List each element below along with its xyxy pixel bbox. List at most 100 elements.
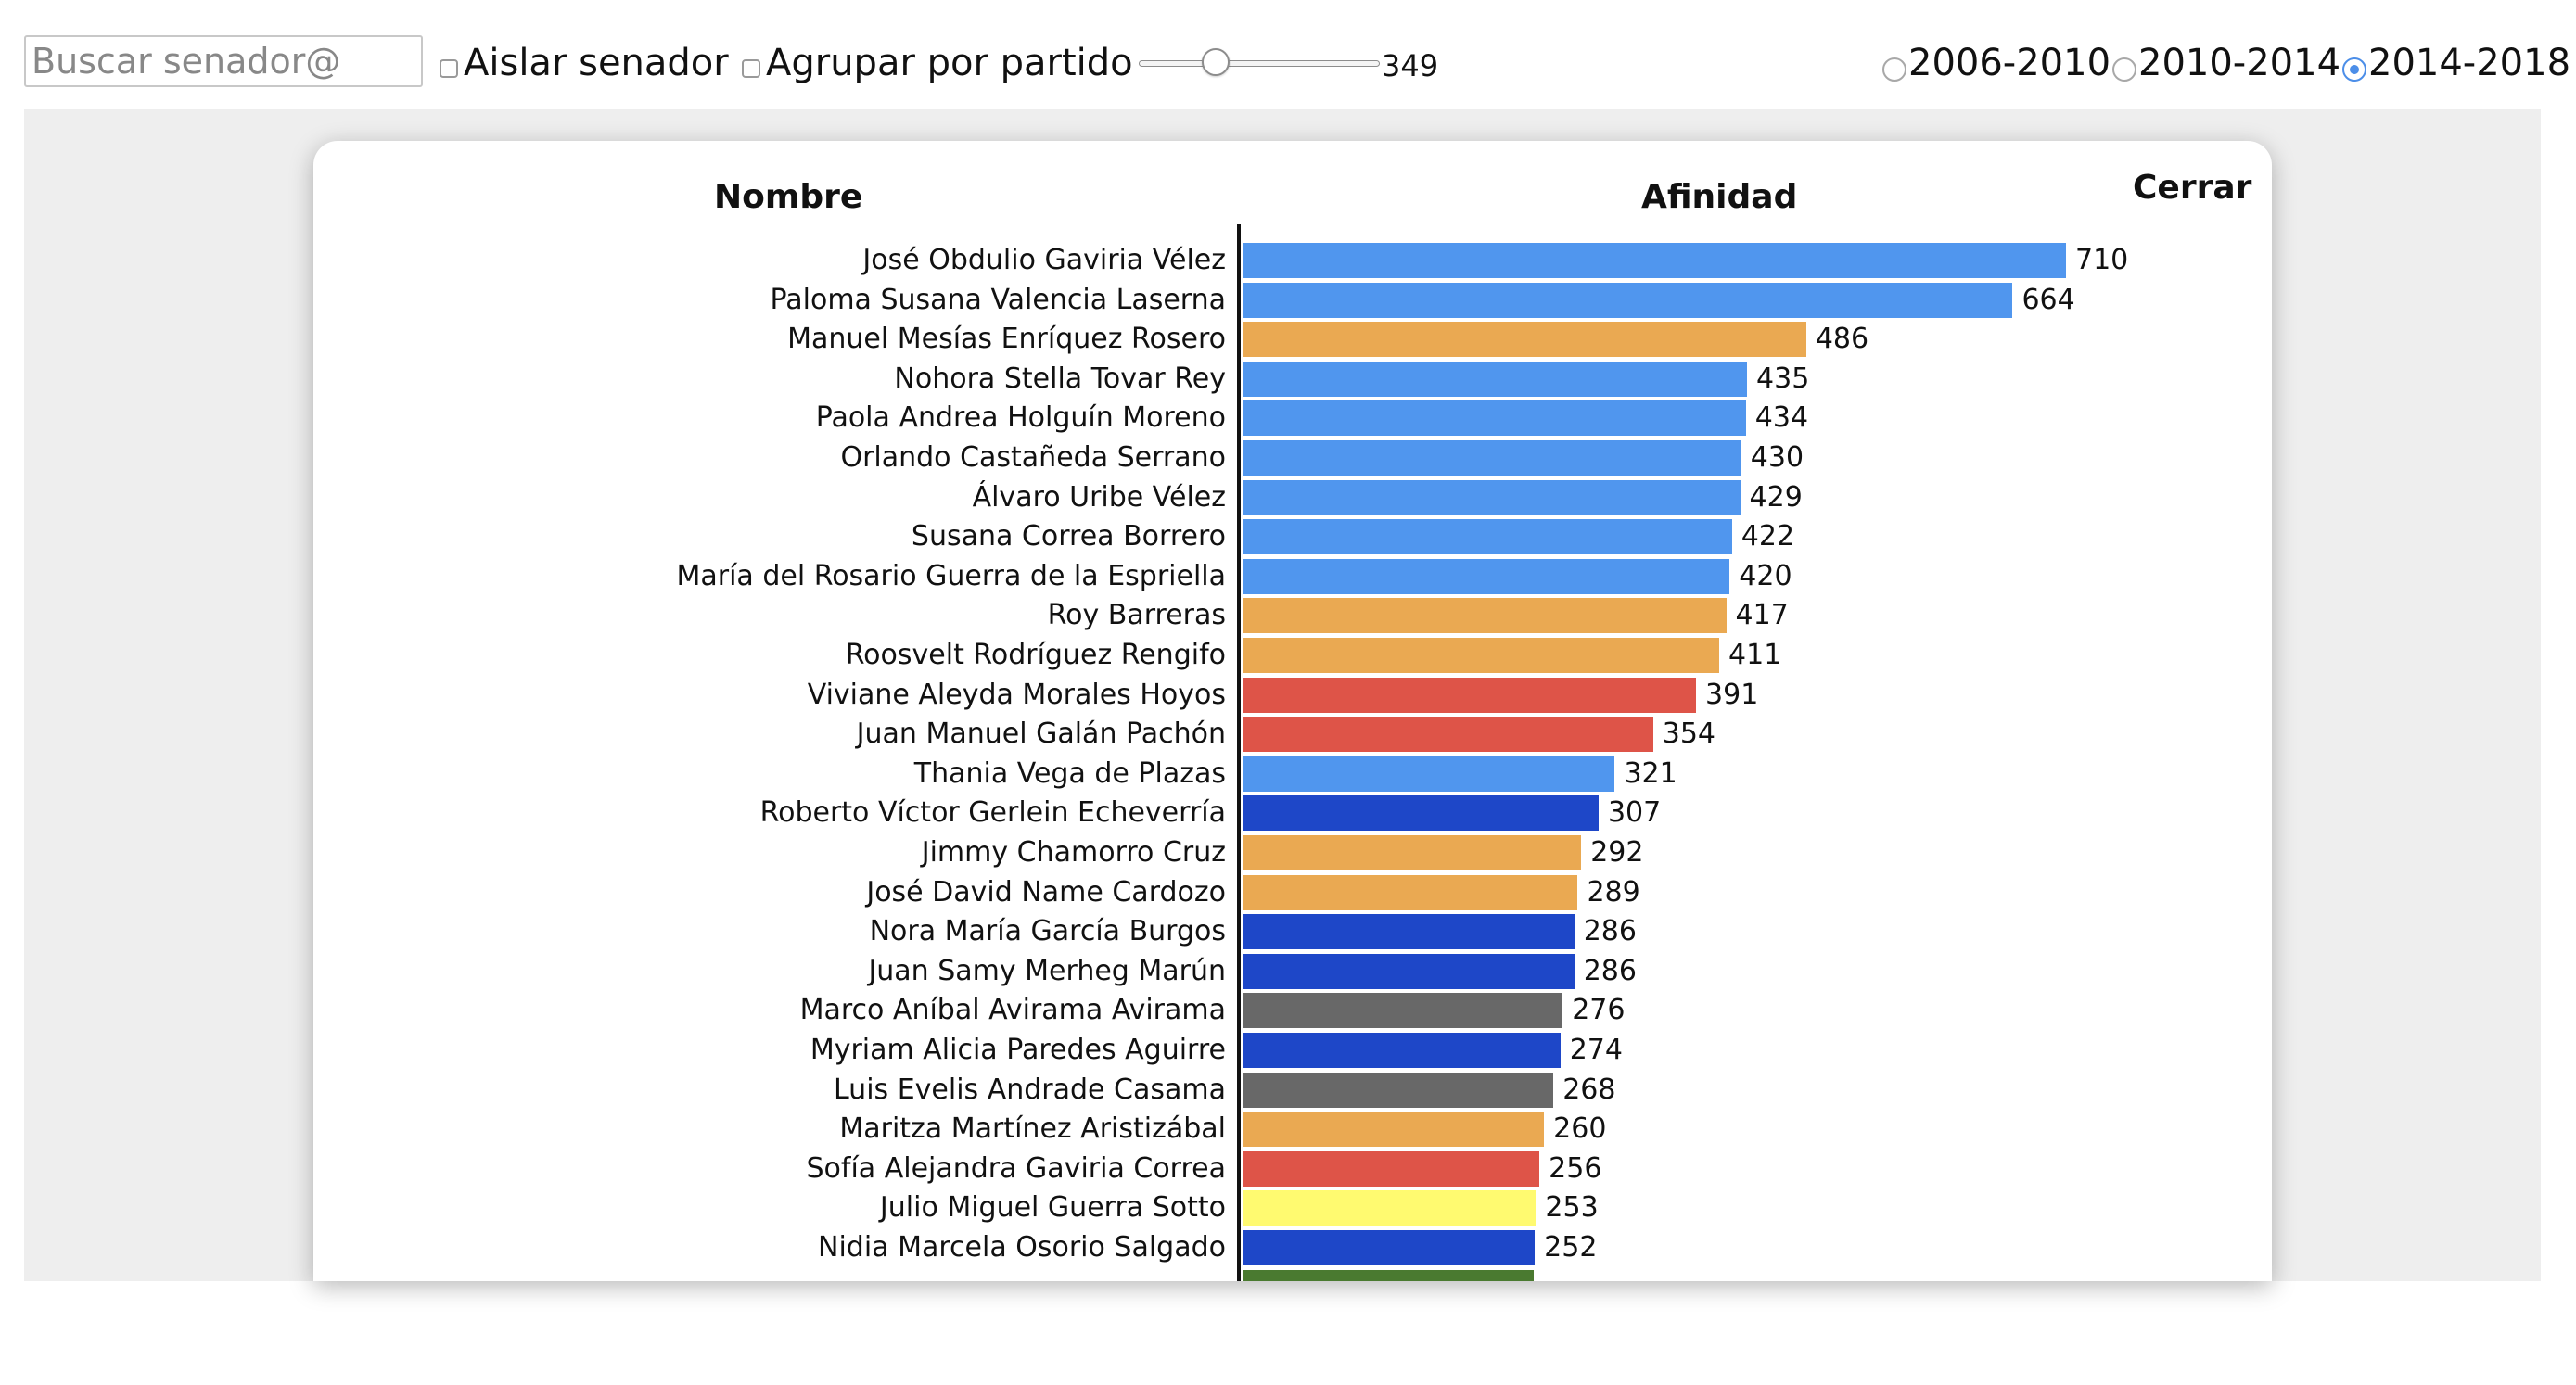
affinity-bar[interactable] — [1243, 1112, 1545, 1148]
senator-row[interactable]: Maritza Martínez Aristizábal 260 — [313, 1110, 2272, 1150]
affinity-value: 252 — [1544, 1231, 1598, 1264]
affinity-bar[interactable] — [1243, 717, 1653, 753]
senator-row[interactable]: José Obdulio Gaviria Vélez 710 — [313, 241, 2272, 281]
senator-row[interactable]: Manuel Mesías Enríquez Rosero 486 — [313, 320, 2272, 360]
senator-name: Nora María García Burgos — [869, 915, 1226, 948]
affinity-value: 435 — [1756, 362, 1810, 395]
period-option-2014-2018[interactable]: 2014-2018 — [2342, 37, 2570, 89]
affinity-value: 292 — [1590, 836, 1644, 869]
affinity-bar[interactable] — [1243, 558, 1730, 594]
senator-row[interactable]: Viviane Aleyda Morales Hoyos 391 — [313, 676, 2272, 716]
slider-thumb[interactable] — [1201, 48, 1230, 76]
senator-row[interactable]: Álvaro Uribe Vélez 429 — [313, 478, 2272, 518]
period-radio-2010-2014[interactable] — [2112, 57, 2136, 82]
period-label-2006-2010: 2006-2010 — [1908, 42, 2111, 84]
senator-row[interactable]: María del Rosario Guerra de la Espriella… — [313, 557, 2272, 597]
senator-name: Roosvelt Rodríguez Rengifo — [845, 639, 1226, 671]
period-option-2010-2014[interactable]: 2010-2014 — [2112, 37, 2340, 89]
affinity-bar[interactable] — [1243, 756, 1615, 792]
affinity-value: 307 — [1607, 796, 1662, 830]
affinity-bar[interactable] — [1243, 1150, 1540, 1187]
senator-row[interactable] — [313, 1268, 2272, 1281]
senator-row[interactable]: Nohora Stella Tovar Rey 435 — [313, 360, 2272, 400]
affinity-bar[interactable] — [1243, 1230, 1536, 1265]
senator-row[interactable]: Nora María García Burgos 286 — [313, 912, 2272, 952]
affinity-bar[interactable] — [1243, 1269, 1534, 1281]
affinity-bar[interactable] — [1243, 1072, 1554, 1108]
affinity-bar[interactable] — [1243, 677, 1697, 713]
period-option-2006-2010[interactable]: 2006-2010 — [1882, 37, 2111, 89]
senator-row[interactable]: Roosvelt Rodríguez Rengifo 411 — [313, 636, 2272, 676]
affinity-column-header: Afinidad — [1641, 178, 1798, 216]
affinity-bar[interactable] — [1243, 638, 1720, 673]
senator-name: Orlando Castañeda Serrano — [840, 441, 1226, 474]
senator-row[interactable]: Sofía Alejandra Gaviria Correa 256 — [313, 1150, 2272, 1189]
senator-row[interactable]: Jimmy Chamorro Cruz 292 — [313, 833, 2272, 873]
senator-row[interactable]: Myriam Alicia Paredes Aguirre 274 — [313, 1031, 2272, 1071]
senator-name: Paloma Susana Valencia Laserna — [770, 283, 1226, 316]
affinity-bar[interactable] — [1243, 874, 1578, 910]
senator-name: Juan Manuel Galán Pachón — [856, 718, 1226, 751]
affinity-value: 486 — [1815, 323, 1869, 356]
senator-name: Jimmy Chamorro Cruz — [921, 836, 1226, 869]
affinity-value: 422 — [1741, 520, 1795, 553]
slider-track[interactable] — [1139, 60, 1380, 67]
affinity-bar[interactable] — [1243, 361, 1748, 397]
axis-line — [1237, 224, 1241, 1281]
affinity-bar[interactable] — [1243, 1033, 1561, 1068]
senator-name: Juan Samy Merheg Marún — [868, 954, 1226, 987]
affinity-bar[interactable] — [1243, 795, 1599, 832]
senator-name: Nohora Stella Tovar Rey — [894, 362, 1226, 395]
toolbar: Aislar senador Agrupar por partido 349 2… — [0, 0, 2576, 109]
isolate-senator-checkbox[interactable] — [440, 59, 458, 78]
affinity-modal: Nombre Afinidad Cerrar José Obdulio Gavi… — [313, 141, 2272, 1281]
affinity-value: 268 — [1562, 1073, 1616, 1106]
senator-row[interactable]: Nidia Marcela Osorio Salgado 252 — [313, 1228, 2272, 1268]
affinity-bar[interactable] — [1243, 835, 1582, 870]
affinity-bar[interactable] — [1243, 322, 1806, 358]
affinity-bar[interactable] — [1243, 282, 2013, 318]
period-radio-2014-2018[interactable] — [2342, 57, 2366, 82]
close-button[interactable]: Cerrar — [2133, 169, 2252, 207]
affinity-value: 286 — [1583, 915, 1637, 948]
affinity-value: 411 — [1728, 639, 1782, 671]
senator-name: José David Name Cardozo — [866, 875, 1226, 909]
senator-name: María del Rosario Guerra de la Espriella — [676, 559, 1226, 592]
search-senator-input[interactable] — [24, 35, 423, 87]
affinity-value: 710 — [2075, 244, 2129, 276]
senator-name: Thania Vega de Plazas — [913, 756, 1226, 790]
affinity-bar[interactable] — [1243, 440, 1741, 476]
senator-row[interactable]: Paola Andrea Holguín Moreno 434 — [313, 399, 2272, 438]
senator-row[interactable]: Juan Samy Merheg Marún 286 — [313, 952, 2272, 992]
affinity-bar[interactable] — [1243, 993, 1563, 1029]
senator-name: Roy Barreras — [1047, 599, 1226, 632]
group-by-party-option[interactable]: Agrupar por partido — [742, 37, 1133, 89]
period-radio-2006-2010[interactable] — [1882, 57, 1906, 82]
affinity-bar[interactable] — [1243, 400, 1746, 437]
affinity-bar[interactable] — [1243, 243, 2066, 278]
affinity-value: 256 — [1549, 1151, 1602, 1185]
senator-row[interactable]: José David Name Cardozo 289 — [313, 873, 2272, 913]
senator-row[interactable]: Juan Manuel Galán Pachón 354 — [313, 715, 2272, 755]
senator-row[interactable]: Orlando Castañeda Serrano 430 — [313, 438, 2272, 478]
affinity-bar[interactable] — [1243, 953, 1575, 989]
threshold-slider[interactable] — [1139, 48, 1380, 76]
senator-name: Viviane Aleyda Morales Hoyos — [807, 678, 1226, 711]
affinity-bar[interactable] — [1243, 914, 1575, 950]
isolate-senator-option[interactable]: Aislar senador — [440, 37, 729, 89]
affinity-bar[interactable] — [1243, 479, 1741, 515]
group-by-party-checkbox[interactable] — [742, 59, 760, 78]
senator-name: Susana Correa Borrero — [911, 520, 1226, 553]
senator-row[interactable]: Thania Vega de Plazas 321 — [313, 755, 2272, 794]
affinity-bar[interactable] — [1243, 598, 1727, 634]
senator-row[interactable]: Roy Barreras 417 — [313, 596, 2272, 636]
senator-row[interactable]: Roberto Víctor Gerlein Echeverría 307 — [313, 794, 2272, 833]
affinity-bar[interactable] — [1243, 1190, 1537, 1226]
affinity-value: 289 — [1587, 875, 1640, 909]
senator-row[interactable]: Marco Aníbal Avirama Avirama 276 — [313, 991, 2272, 1031]
senator-row[interactable]: Luis Evelis Andrade Casama 268 — [313, 1071, 2272, 1111]
affinity-bar[interactable] — [1243, 519, 1732, 555]
senator-row[interactable]: Susana Correa Borrero 422 — [313, 517, 2272, 557]
senator-row[interactable]: Paloma Susana Valencia Laserna 664 — [313, 281, 2272, 321]
senator-row[interactable]: Julio Miguel Guerra Sotto 253 — [313, 1188, 2272, 1228]
